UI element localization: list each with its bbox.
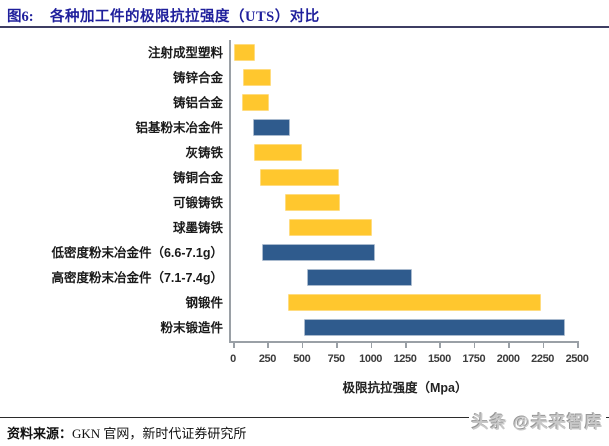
axis-tick	[508, 343, 510, 348]
tick-label: 1000	[359, 353, 383, 365]
axis-tick	[267, 343, 269, 348]
range-bar	[242, 69, 271, 86]
category-label: 球墨铸铁	[172, 220, 223, 235]
category-label: 可锻铸铁	[172, 195, 223, 210]
tick-label: 2500	[565, 353, 589, 365]
watermark: 头条 @未来智库	[468, 407, 606, 434]
category-label: 铸铝合金	[172, 95, 223, 110]
source-line: 资料来源：GKN 官网，新时代证券研究所	[7, 423, 246, 442]
footer-divider	[0, 417, 609, 418]
tick-label: 1750	[462, 353, 486, 365]
plot-area: 极限抗拉强度（Mpa） 注射成型塑料铸锌合金铸铝合金铝基粉末冶金件灰铸铁铸铜合金…	[0, 30, 609, 405]
x-axis-line	[229, 341, 579, 343]
range-bar	[285, 194, 340, 211]
range-bar	[253, 144, 303, 161]
category-label: 钢锻件	[185, 295, 223, 310]
category-label: 粉末锻造件	[160, 320, 223, 335]
range-bar	[303, 319, 565, 336]
source-text: GKN 官网，新时代证券研究所	[72, 426, 247, 441]
axis-tick	[336, 343, 338, 348]
range-bar	[261, 244, 376, 261]
axis-tick	[473, 343, 476, 348]
x-axis-title: 极限抗拉强度（Mpa）	[342, 381, 468, 395]
range-bar	[259, 169, 339, 186]
axis-tick	[405, 343, 407, 348]
category-label: 灰铸铁	[185, 145, 223, 160]
tick-label: 1500	[427, 353, 451, 365]
tick-label: 2000	[496, 353, 520, 365]
category-label: 铸锌合金	[172, 70, 223, 85]
tick-label: 750	[327, 353, 346, 365]
category-label: 铸铜合金	[172, 170, 223, 185]
axis-tick	[542, 343, 545, 348]
axis-tick	[301, 343, 304, 348]
axis-tick	[370, 343, 373, 348]
figure-title: 各种加工件的极限抗拉强度（UTS）对比	[50, 9, 320, 25]
title-divider	[0, 26, 609, 28]
tick-label: 2250	[531, 353, 555, 365]
source-label: 资料来源：	[7, 426, 73, 441]
range-bar	[288, 294, 541, 311]
category-label: 低密度粉末冶金件（6.6-7.1g）	[51, 245, 223, 260]
range-bar	[241, 94, 270, 111]
range-bar	[252, 119, 291, 136]
tick-label: 500	[293, 353, 311, 365]
category-label: 铝基粉末冶金件	[135, 120, 223, 135]
axis-tick	[233, 343, 235, 348]
range-bar	[306, 269, 412, 286]
category-label: 高密度粉末冶金件（7.1-7.4g）	[51, 270, 223, 285]
tick-label: 250	[258, 353, 277, 365]
axis-tick	[439, 343, 441, 348]
axis-tick	[577, 343, 579, 348]
tick-label: 0	[230, 353, 236, 365]
figure-label: 图6:	[7, 9, 34, 25]
tick-label: 1250	[393, 353, 417, 365]
y-axis-line	[229, 40, 231, 342]
range-bar	[234, 44, 256, 61]
range-bar	[289, 219, 373, 236]
category-label: 注射成型塑料	[147, 45, 223, 60]
